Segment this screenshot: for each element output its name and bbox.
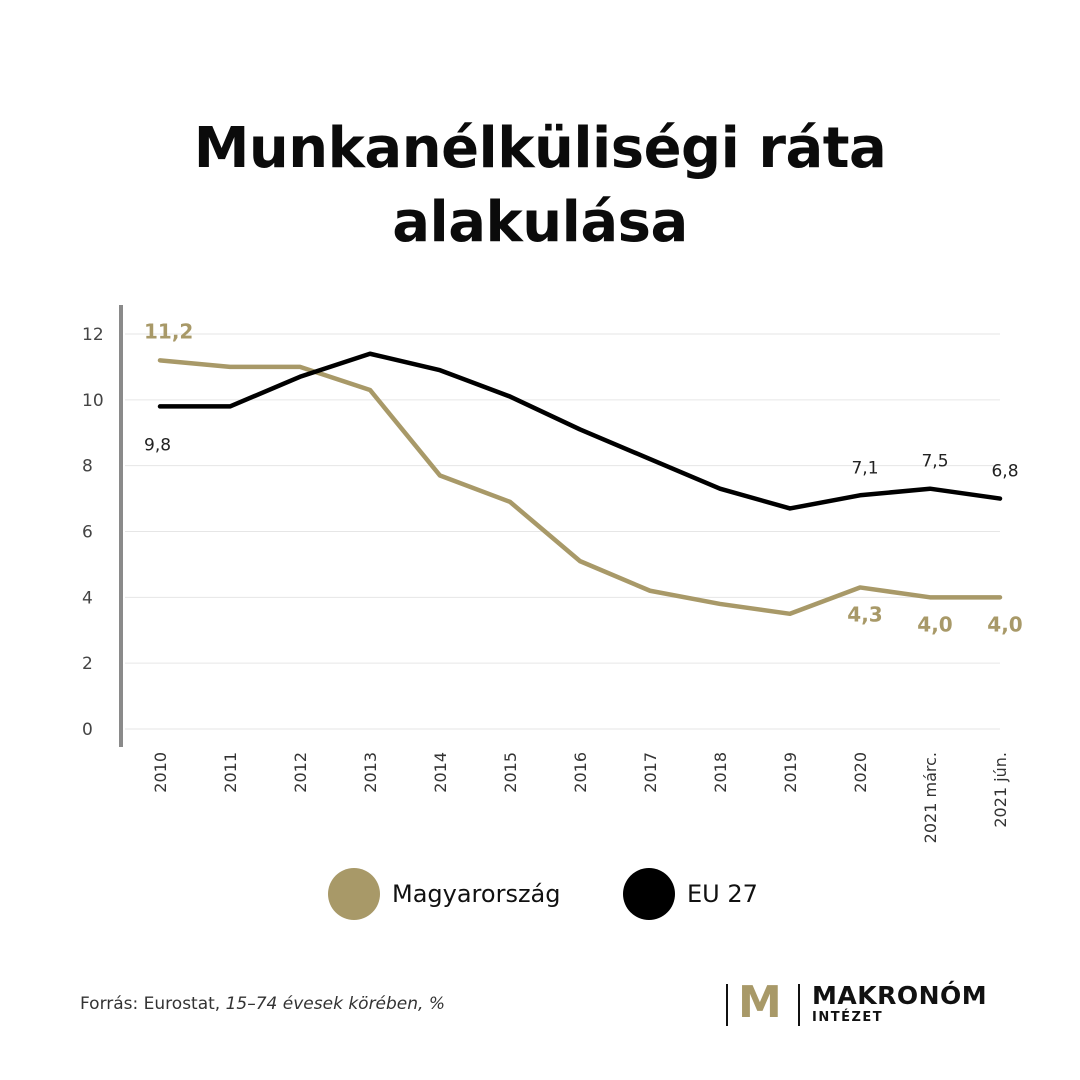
y-tick-label-8: 8	[82, 457, 93, 477]
legend-swatch-magyarorszag	[328, 868, 380, 920]
x-tick-label-5: 2015	[501, 752, 520, 793]
y-tick-label-2: 2	[82, 654, 93, 674]
x-tick-label-1: 2011	[221, 752, 240, 793]
y-tick-label-10: 10	[82, 391, 104, 411]
logo-divider-right	[798, 984, 800, 1026]
data-label-s1-12: 6,8	[991, 462, 1018, 482]
x-tick-label-3: 2013	[361, 752, 380, 793]
x-tick-label-10: 2020	[851, 752, 870, 793]
source-prefix: Forrás: Eurostat,	[80, 994, 226, 1014]
legend-item-magyarorszag: Magyarország	[328, 868, 561, 920]
series-line-0	[157, 358, 1003, 617]
chart-gridlines	[125, 333, 1000, 730]
data-label-s0-12: 4,0	[987, 612, 1022, 636]
data-label-s0-10: 4,3	[847, 602, 882, 626]
data-label-s0-0: 11,2	[144, 319, 193, 343]
legend-label-magyarorszag: Magyarország	[392, 880, 561, 908]
y-tick-label-6: 6	[82, 523, 93, 543]
logo-name: MAKRONÓM	[812, 981, 988, 1010]
chart-title: Munkanélküliségi ráta alakulása	[0, 112, 1080, 260]
x-tick-label-11: 2021 márc.	[921, 752, 940, 843]
data-label-s1-10: 7,1	[851, 458, 878, 478]
x-tick-label-12: 2021 jún.	[991, 752, 1010, 828]
logo-divider-left	[726, 984, 728, 1026]
x-axis-ticks: 2010 2011 2012 2013 2014 2015 2016 2017 2018 2019…	[151, 752, 1010, 843]
x-tick-label-8: 2018	[711, 752, 730, 793]
data-label-s1-11: 7,5	[921, 452, 948, 472]
x-tick-label-2: 2012	[291, 752, 310, 793]
data-label-s0-11: 4,0	[917, 612, 952, 636]
legend-swatch-eu27	[623, 868, 675, 920]
series-line-1	[157, 351, 1003, 511]
source-italic: 15–74 évesek körében, %	[225, 994, 445, 1014]
chart-title-line-1: Munkanélküliségi ráta	[193, 116, 887, 181]
y-axis-ticks: 0 2 4 6 8 10 12	[82, 325, 104, 740]
x-tick-label-7: 2017	[641, 752, 660, 793]
x-tick-label-9: 2019	[781, 752, 800, 793]
x-tick-label-4: 2014	[431, 752, 450, 793]
y-tick-label-4: 4	[82, 588, 93, 608]
legend-label-eu27: EU 27	[687, 880, 758, 908]
logo-subtitle: INTÉZET	[812, 1010, 884, 1025]
chart-series	[157, 351, 1003, 617]
data-label-s1-0: 9,8	[144, 435, 171, 455]
y-tick-label-0: 0	[82, 720, 93, 740]
x-tick-label-6: 2016	[571, 752, 590, 793]
y-tick-label-12: 12	[82, 325, 104, 345]
logo-mark: M	[738, 977, 782, 1028]
chart-title-line-2: alakulása	[392, 190, 688, 255]
source-note: Forrás: Eurostat, 15–74 évesek körében, …	[80, 994, 445, 1014]
legend-item-eu27: EU 27	[623, 868, 758, 920]
data-labels: 11,2 4,3 4,0 4,0 9,8 7,1 7,5 6,8	[144, 319, 1023, 636]
x-tick-label-0: 2010	[151, 752, 170, 793]
makronom-logo: M MAKRONÓM INTÉZET	[726, 978, 1006, 1028]
